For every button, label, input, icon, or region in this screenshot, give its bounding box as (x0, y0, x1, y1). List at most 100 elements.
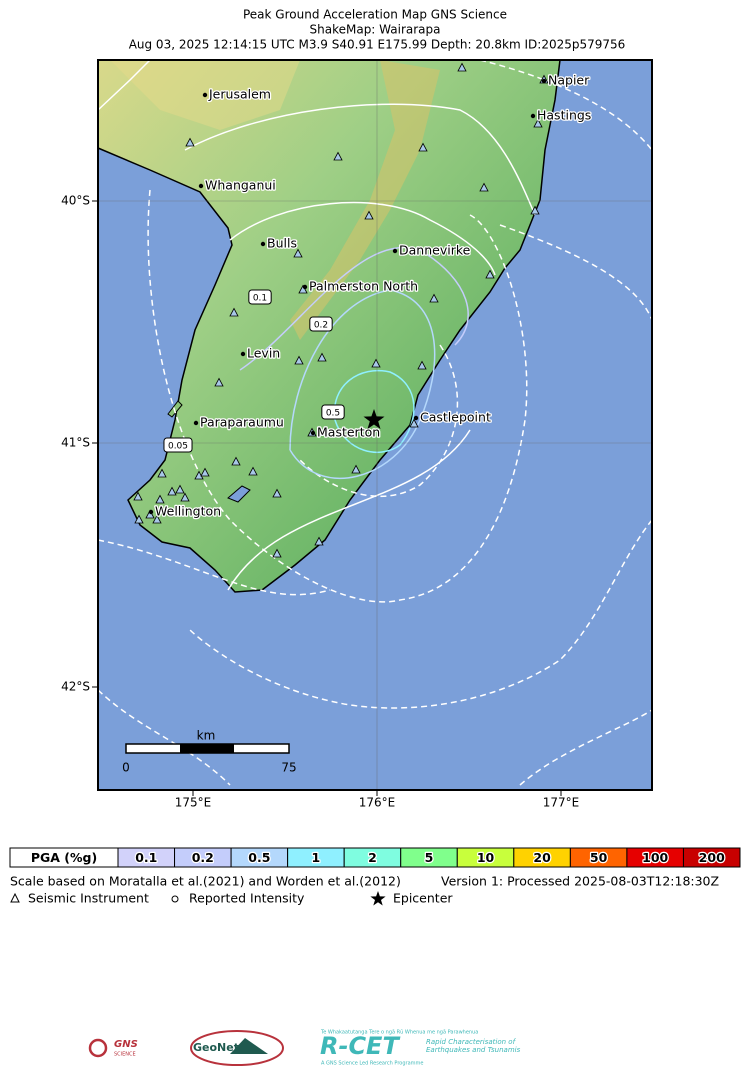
station (417, 360, 427, 370)
event-details: Aug 03, 2025 12:14:15 UTC M3.9 S40.91 E1… (129, 38, 626, 52)
lat-label: 42°S (61, 680, 90, 694)
station (409, 418, 419, 428)
place-dot (198, 183, 204, 189)
intensity-symbol (171, 895, 179, 903)
pga-legend: PGA (%g) 0.1 0.2 0.5 1 2 5 10 20 50 100 200 (9, 847, 741, 868)
station (371, 358, 381, 368)
places: Jerusalem Napier Hastings Whanganui Bulls Dan… (148, 71, 593, 520)
station (351, 464, 361, 474)
logo-text: SCIENCE (114, 1052, 136, 1058)
station (272, 488, 282, 498)
geonet-logo: GeoNet (190, 1030, 284, 1066)
lat-label: 41°S (61, 436, 90, 450)
place-dot (202, 92, 208, 98)
place-label: Jerusalem (208, 87, 271, 102)
place-dot (541, 78, 547, 84)
station (272, 548, 282, 558)
place-label: Hastings (537, 108, 591, 123)
lon-label: 177°E (543, 796, 580, 810)
legend-label: 1 (312, 850, 321, 865)
place-dot (302, 284, 308, 290)
place-label: Dannevirke (399, 243, 471, 258)
map-frame (97, 59, 653, 791)
place-dot (193, 420, 199, 426)
station (200, 467, 210, 477)
version-note: Version 1: Processed 2025-08-03T12:18:30… (441, 874, 719, 889)
place-label: Palmerston North (309, 279, 418, 294)
lake (227, 485, 251, 503)
scale-bar: km 0 75 (122, 729, 296, 775)
station (185, 137, 195, 147)
station (293, 248, 303, 258)
legend-label: 200 (699, 850, 725, 865)
scale-end: 75 (281, 761, 296, 775)
legend-label: 10 (477, 850, 495, 865)
legend-label: 0.1 (135, 850, 157, 865)
logo-text: GeoNet (193, 1041, 239, 1054)
station (533, 118, 543, 128)
legend-label: 2 (368, 850, 377, 865)
station (229, 307, 239, 317)
legend-label: 50 (590, 850, 608, 865)
station (457, 62, 467, 72)
station (175, 484, 185, 494)
place-label: Napier (548, 73, 590, 88)
island (167, 400, 183, 418)
station (152, 514, 162, 524)
station (157, 468, 167, 478)
symbol-label: Seismic Instrument (28, 891, 149, 906)
contour-label: 0.05 (168, 442, 188, 452)
place-dot (148, 509, 154, 515)
station (133, 491, 143, 501)
station (364, 210, 374, 220)
rcet-logo: Te Whakaatutanga Tere o ngā Rū Whenua me… (320, 1030, 520, 1067)
place-dot (310, 430, 316, 436)
station (530, 205, 540, 215)
symbol-label: Epicenter (393, 891, 453, 906)
contour-label-box (163, 437, 193, 453)
scale-note: Scale based on Moratalla et al.(2021) an… (10, 874, 401, 889)
station (214, 377, 224, 387)
place-dot (260, 241, 266, 247)
logo-text: R-CET (320, 1032, 400, 1060)
legend-label: 0.2 (192, 850, 214, 865)
epicenter (363, 409, 385, 429)
legend-title: PGA (%g) (31, 850, 97, 865)
place-label: Levin (247, 346, 280, 361)
contour-label: 0.1 (253, 294, 267, 304)
station (145, 509, 155, 519)
contour-label-box (309, 316, 333, 332)
map-area: Jerusalem Napier Hastings Whanganui Bulls Dan… (98, 60, 652, 790)
contour-labels: 0.1 0.2 0.5 0.05 (163, 289, 345, 453)
logo-text: Te Whakaatutanga Tere o ngā Rū Whenua me… (320, 1030, 478, 1036)
station (317, 352, 327, 362)
pga-contours (239, 246, 469, 480)
station (418, 142, 428, 152)
place-label: Castlepoint (420, 410, 491, 425)
place-dot (530, 113, 536, 119)
stations (133, 62, 549, 558)
legend-cell (682, 847, 741, 868)
station (155, 494, 165, 504)
station (134, 514, 144, 524)
station (231, 456, 241, 466)
gns-logo: GNS SCIENCE (88, 1038, 138, 1058)
station (333, 151, 343, 161)
place-label: Paraparaumu (200, 415, 284, 430)
station (294, 355, 304, 365)
place-label: Wellington (155, 504, 221, 519)
place-label: Whanganui (205, 178, 276, 193)
ranges (290, 60, 440, 340)
station (248, 466, 258, 476)
station (314, 536, 324, 546)
station (479, 182, 489, 192)
contour-label-box (321, 404, 345, 420)
station (180, 492, 190, 502)
station (167, 486, 177, 496)
place-dot (392, 248, 398, 254)
scale-unit: km (197, 729, 216, 743)
title: Peak Ground Acceleration Map GNS Science (243, 8, 507, 22)
scale-start: 0 (122, 761, 130, 775)
instrument-symbol (10, 892, 20, 903)
